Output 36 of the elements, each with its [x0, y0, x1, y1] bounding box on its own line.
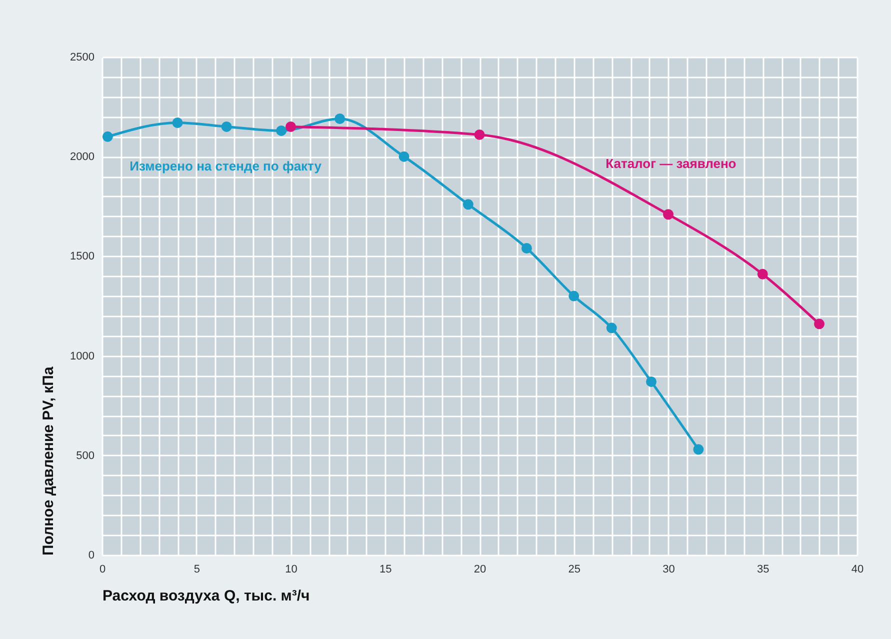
y-tick-label: 2500 — [70, 52, 94, 64]
point — [102, 131, 113, 142]
point — [398, 151, 410, 162]
x-tick-label: 10 — [285, 564, 298, 576]
point — [474, 129, 485, 140]
x-tick-label: 5 — [194, 564, 200, 576]
point — [276, 125, 287, 136]
y-tick-label: 0 — [88, 550, 94, 562]
point — [693, 444, 704, 455]
x-axis-title: Расход воздуха Q, тыс. м³/ч — [102, 588, 310, 604]
x-tick-label: 15 — [380, 564, 392, 576]
y-tick-label: 2000 — [70, 151, 94, 164]
point — [334, 114, 346, 124]
point — [757, 268, 768, 280]
point — [521, 243, 532, 254]
point — [663, 209, 674, 220]
y-tick-label: 500 — [76, 450, 94, 462]
point — [172, 118, 183, 128]
x-tick-label: 40 — [851, 564, 864, 576]
x-tick-label: 20 — [474, 564, 486, 576]
series-label: Измерено на стенде по факту — [130, 158, 322, 174]
point — [286, 121, 296, 132]
series-label: Каталог — заявлено — [606, 156, 736, 171]
point — [568, 290, 580, 302]
point — [814, 318, 824, 330]
x-tick-label: 35 — [757, 564, 770, 576]
point — [646, 376, 657, 387]
x-tick-label: 25 — [568, 564, 580, 576]
point — [606, 322, 617, 334]
y-tick-label: 1000 — [70, 350, 94, 362]
point — [221, 121, 232, 132]
x-tick-label: 30 — [662, 564, 675, 576]
y-tick-label: 1500 — [70, 250, 94, 263]
y-axis-title: Полное давление PV, кПа — [40, 366, 58, 556]
x-tick-label: 0 — [99, 564, 106, 576]
point — [462, 199, 474, 210]
